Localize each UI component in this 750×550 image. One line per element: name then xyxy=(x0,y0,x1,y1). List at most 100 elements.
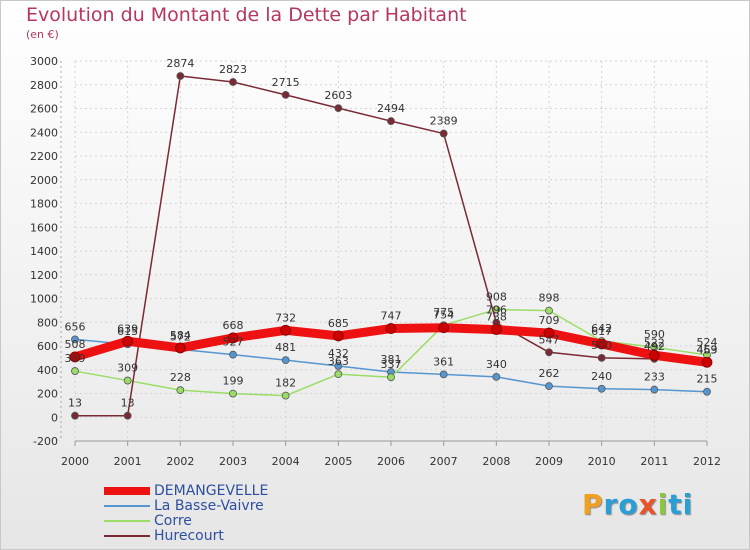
logo-letter: i xyxy=(682,488,694,521)
y-tick-label: 600 xyxy=(37,340,58,353)
x-tick-label: 2009 xyxy=(535,455,563,468)
data-point xyxy=(439,129,448,138)
data-label: 656 xyxy=(65,320,86,333)
data-point xyxy=(597,384,606,393)
data-label: 2389 xyxy=(430,115,458,128)
data-label: 547 xyxy=(539,333,560,346)
data-point xyxy=(176,386,185,395)
data-point xyxy=(597,353,606,362)
data-label: 215 xyxy=(697,373,718,386)
data-point xyxy=(281,90,290,99)
data-label: 481 xyxy=(275,341,296,354)
x-tick-label: 2012 xyxy=(693,455,721,468)
data-label: 527 xyxy=(223,336,244,349)
data-label: 747 xyxy=(381,310,402,323)
y-tick-label: 0 xyxy=(51,411,58,424)
x-tick-label: 2006 xyxy=(377,455,405,468)
data-label: 240 xyxy=(591,370,612,383)
x-tick-label: 2005 xyxy=(324,455,352,468)
data-point xyxy=(334,362,343,370)
logo-letter: t xyxy=(668,488,683,521)
data-point xyxy=(492,372,501,381)
data-label: 199 xyxy=(223,375,244,388)
data-label: 2494 xyxy=(377,102,405,115)
chart-subtitle: (en €) xyxy=(26,28,59,41)
data-label: 508 xyxy=(65,338,86,351)
y-tick-label: 2800 xyxy=(30,79,58,92)
data-label: 2715 xyxy=(272,76,300,89)
y-tick-label: 1400 xyxy=(30,245,58,258)
data-label: 908 xyxy=(486,290,507,303)
data-point xyxy=(280,324,292,336)
data-point xyxy=(69,351,81,363)
data-label: 754 xyxy=(433,309,454,322)
data-point xyxy=(229,350,237,359)
legend-swatch xyxy=(104,505,150,507)
data-point xyxy=(281,391,290,400)
data-label: 685 xyxy=(328,317,349,330)
x-tick-label: 2007 xyxy=(430,455,458,468)
data-label: 361 xyxy=(433,355,454,368)
data-label: 463 xyxy=(697,343,718,356)
y-tick-label: 1600 xyxy=(30,221,58,234)
data-point xyxy=(123,376,132,385)
legend-label: Corre xyxy=(154,513,192,529)
data-label: 709 xyxy=(539,314,560,327)
data-label: 2603 xyxy=(324,89,352,102)
data-point xyxy=(176,72,185,80)
logo-letter: i xyxy=(657,488,669,521)
data-point xyxy=(122,335,134,347)
data-label: 233 xyxy=(644,371,665,384)
data-point xyxy=(545,382,553,391)
data-label: 524 xyxy=(697,336,718,349)
legend-label: DEMANGEVELLE xyxy=(154,483,269,499)
data-label: 572 xyxy=(170,330,191,343)
data-point xyxy=(334,370,343,379)
data-point xyxy=(71,335,79,344)
data-label: 584 xyxy=(170,329,191,342)
x-tick-label: 2002 xyxy=(166,455,194,468)
y-tick-label: 400 xyxy=(37,364,58,377)
data-label: 642 xyxy=(591,322,612,335)
y-tick-label: 1000 xyxy=(30,293,58,306)
logo-letter: x xyxy=(638,488,658,521)
y-tick-label: 3000 xyxy=(30,55,58,68)
data-point xyxy=(703,387,711,396)
data-point xyxy=(545,348,553,357)
legend-swatch xyxy=(104,535,150,537)
data-label: 590 xyxy=(644,328,665,341)
data-point xyxy=(229,78,237,86)
data-label: 13 xyxy=(121,397,135,410)
data-label: 775 xyxy=(433,306,454,319)
data-label: 13 xyxy=(68,397,82,410)
x-tick-label: 2011 xyxy=(640,455,668,468)
data-point xyxy=(334,104,343,113)
y-tick-label: 2400 xyxy=(30,126,58,139)
data-point xyxy=(71,367,79,375)
data-point xyxy=(281,356,290,365)
data-label: 2874 xyxy=(166,57,194,70)
data-point xyxy=(227,332,239,344)
data-label: 363 xyxy=(328,355,349,368)
data-label: 432 xyxy=(328,347,349,360)
data-point xyxy=(543,327,555,339)
data-label: 492 xyxy=(644,340,665,353)
x-tick-label: 2003 xyxy=(219,455,247,468)
data-label: 337 xyxy=(381,358,402,371)
series-layer xyxy=(69,72,713,420)
y-tick-label: 2000 xyxy=(30,174,58,187)
data-point xyxy=(123,411,132,420)
data-labels-layer: 508 639 584 668 732 685 747 754 738 709 617 522 463 6… xyxy=(65,57,718,410)
data-point xyxy=(438,322,450,334)
data-point xyxy=(545,306,553,315)
data-label: 639 xyxy=(117,322,138,335)
legend-swatch xyxy=(104,520,150,522)
data-label: 500 xyxy=(591,339,612,352)
legend-swatch xyxy=(104,487,150,495)
data-label: 615 xyxy=(117,325,138,338)
data-point xyxy=(596,338,608,350)
data-point xyxy=(701,356,713,368)
data-label: 340 xyxy=(486,358,507,371)
y-tick-label: 800 xyxy=(37,316,58,329)
